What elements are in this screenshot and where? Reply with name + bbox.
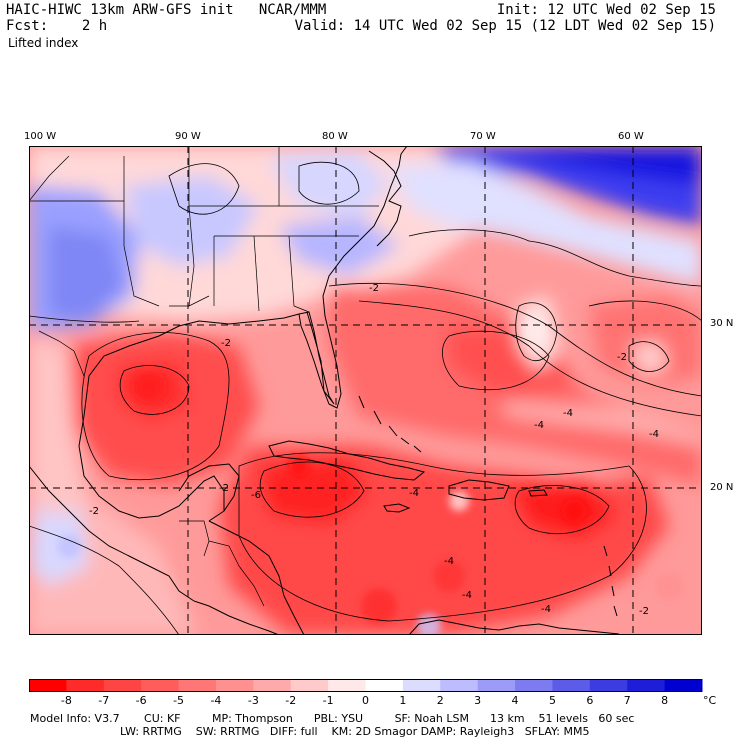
colorbar-tick-label: -4 (210, 694, 222, 707)
colorbar-swatch (589, 679, 628, 692)
colorbar-swatch (627, 679, 666, 692)
lon-label-100w: 100 W (24, 131, 57, 142)
contour-label: -4 (541, 604, 551, 615)
colorbar-swatch (515, 679, 553, 692)
colorbar-swatch (402, 679, 441, 692)
lon-label-60w: 60 W (618, 131, 644, 142)
colorbar-tick-label: -6 (135, 694, 147, 707)
contour-label: -2 (219, 483, 229, 494)
colorbar-tick-label: 7 (623, 694, 631, 707)
coastlines (29, 146, 620, 635)
lat-label-30n: 30 N (710, 318, 734, 329)
colorbar-tick-label: 1 (399, 694, 407, 707)
lat-lon-grid (29, 146, 702, 635)
colorbar-tick-label: -1 (322, 694, 334, 707)
country-borders (38, 330, 265, 607)
colorbar-swatch (141, 679, 180, 692)
lon-label-70w: 70 W (470, 131, 496, 142)
colorbar-swatch (365, 679, 404, 692)
model-info-line2: LW: RRTMG SW: RRTMG DIFF: full KM: 2D Sm… (120, 725, 590, 738)
colorbar-tick-label: -7 (98, 694, 110, 707)
contour-label-group: -2 -2 -2 -2 -2 -4 -4 -4 -4 -4 -6 -4 -4 -… (89, 283, 659, 617)
contour-label: -2 (221, 338, 231, 349)
colorbar-tick-label: -5 (173, 694, 185, 707)
contour-label: -4 (444, 556, 454, 567)
colorbar-frame (29, 679, 702, 692)
colorbar-swatch (440, 679, 479, 692)
colorbar-tick-label: 8 (661, 694, 669, 707)
colorbar-tick-label: 5 (548, 694, 556, 707)
colorbar-unit: °C (703, 694, 717, 707)
contour-label: -6 (251, 490, 261, 501)
colorbar-tick-label: 2 (436, 694, 444, 707)
field-shading (29, 146, 702, 635)
colorbar-swatch (178, 679, 217, 692)
valid-time: Valid: 14 UTC Wed 02 Sep 15 (12 LDT Wed … (294, 18, 716, 34)
contour-label: -2 (639, 606, 649, 617)
contour-label: -4 (409, 488, 419, 499)
colorbar-tick-label: 0 (362, 694, 369, 707)
colorbar-swatch (290, 679, 329, 692)
colorbar-swatch (215, 679, 254, 692)
lat-label-20n: 20 N (710, 482, 734, 493)
colorbar-swatch (66, 679, 105, 692)
model-info-line1: Model Info: V3.7 CU: KF MP: Thompson PBL… (30, 712, 635, 725)
lon-label-80w: 80 W (322, 131, 348, 142)
lon-label-90w: 90 W (175, 131, 201, 142)
colorbar-tick-label: 4 (511, 694, 519, 707)
contour-lines (29, 161, 702, 635)
colorbar-swatch (552, 679, 591, 692)
contour-label: -4 (462, 590, 472, 601)
colorbar-tick-label: 6 (586, 694, 594, 707)
colorbar-tick-label: 3 (474, 694, 482, 707)
colorbar-swatch (664, 679, 703, 692)
contour-label: -2 (369, 283, 379, 294)
colorbar (29, 679, 703, 692)
colorbar-swatch (103, 679, 142, 692)
init-time: Init: 12 UTC Wed 02 Sep 15 (496, 2, 716, 18)
field-name: Lifted index (8, 36, 79, 50)
colorbar-tick-label: -3 (247, 694, 259, 707)
map-frame (29, 146, 702, 635)
contour-label: -2 (89, 506, 99, 517)
colorbar-tick-label: -8 (60, 694, 72, 707)
colorbar-swatch (253, 679, 292, 692)
forecast-hour: Fcst: 2 h (6, 18, 108, 34)
model-title: HAIC-HIWC 13km ARW-GFS init NCAR/MMM (6, 2, 327, 18)
contour-label: -4 (534, 420, 544, 431)
lifted-index-map: -2 -2 -2 -2 -2 -4 -4 -4 -4 -4 -6 -4 -4 -… (29, 146, 702, 635)
colorbar-tick-label: -2 (285, 694, 297, 707)
contour-label: -4 (563, 408, 573, 419)
contour-label: -2 (617, 352, 627, 363)
colorbar-swatch (29, 679, 67, 692)
colorbar-swatch (477, 679, 516, 692)
contour-label: -4 (649, 429, 659, 440)
state-borders (29, 146, 379, 313)
colorbar-swatch (328, 679, 366, 692)
